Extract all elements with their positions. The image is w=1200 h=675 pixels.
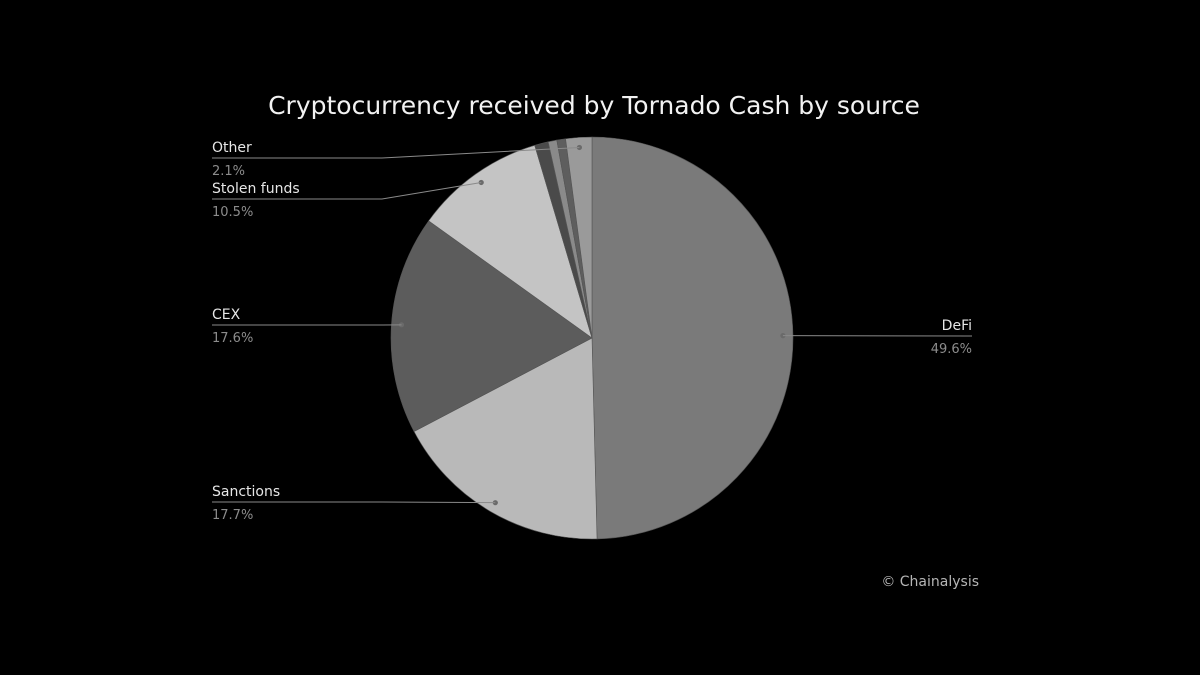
pie-slice-cex [390,220,593,432]
chart-title: Cryptocurrency received by Tornado Cash … [268,91,920,120]
slice-labels: DeFi 49.6% Sanctions 17.7% CEX 17.6% Stolen fu… [212,140,973,523]
leader-line-stolen-funds [212,181,482,200]
slice-label-stolen-funds: Stolen funds [212,181,300,197]
slice-value-cex: 17.6% [212,331,253,346]
slice-value-stolen-funds: 10.5% [212,205,253,220]
slice-label-other: Other [212,140,252,156]
slice-label-defi: DeFi [942,318,972,334]
pie-slices [390,136,794,540]
pie-slice-other [565,136,593,339]
chainalysis-credit: © Chainalysis [881,574,979,590]
leader-line-sanctions [212,501,496,504]
leader-dot-other [576,144,583,151]
slice-label-sanctions: Sanctions [212,484,280,500]
pie-slice-stolen-funds [428,144,593,339]
slice-value-sanctions: 17.7% [212,508,253,523]
slice-value-defi: 49.6% [931,342,972,357]
slice-label-cex: CEX [212,307,241,323]
leader-dot-stolen-funds [478,179,484,186]
pie-slice-defi [591,136,794,540]
slice-value-other: 2.1% [212,164,245,179]
leader-line-other [212,146,580,159]
pie-slice-sanctions [413,337,598,540]
